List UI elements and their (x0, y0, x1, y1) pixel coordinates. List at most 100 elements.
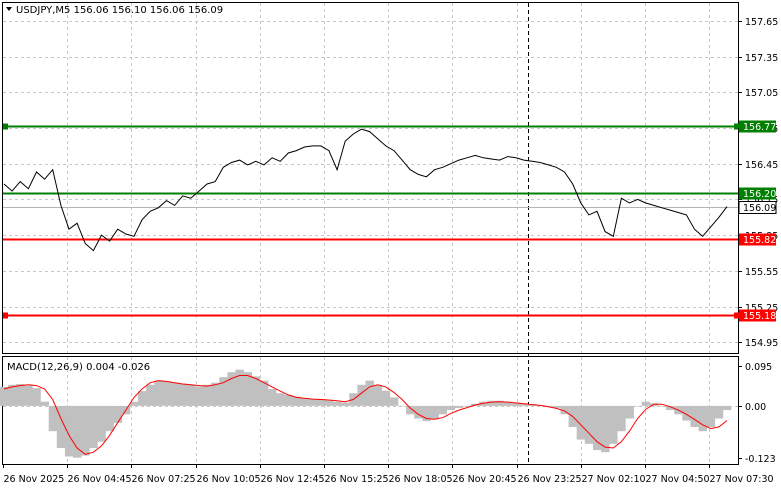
current-price-label: 156.09 (743, 203, 776, 214)
level-label: 156.20 (743, 189, 776, 200)
macd-histogram-bar (593, 405, 602, 451)
macd-histogram-bar (194, 386, 204, 406)
x-tick-label: 26 Nov 23:25 (518, 474, 582, 485)
macd-histogram-bar (560, 405, 569, 415)
macd-histogram-bar (268, 389, 277, 406)
level-label-box (739, 187, 776, 200)
macd-histogram-bar (641, 401, 651, 406)
macd-histogram-bar (251, 376, 261, 406)
macd-histogram-bar (81, 405, 90, 456)
level-label: 155.82 (743, 235, 776, 246)
macd-histogram-bar (16, 384, 25, 406)
symbol-header[interactable]: USDJPY,M5 156.06 156.10 156.06 156.09 (6, 5, 223, 16)
macd-histogram-bar (609, 405, 618, 444)
x-tick-label: 26 Nov 07:25 (132, 474, 196, 485)
main-y-tick-label: 156.45 (745, 160, 778, 171)
macd-histogram-bar (292, 396, 301, 406)
price-level-lines (3, 123, 739, 319)
macd-histogram-bar (666, 405, 675, 411)
main-chart-frame (2, 2, 739, 354)
level-label: 156.77 (743, 122, 776, 133)
main-y-tick-label: 154.95 (745, 338, 778, 349)
macd-histogram-bar (211, 382, 220, 406)
macd-histogram-bar (341, 402, 350, 406)
macd-histogram-bar (389, 397, 399, 406)
level-label-box (739, 233, 776, 246)
macd-histogram-bar (235, 369, 244, 406)
macd-histogram-bar (40, 401, 49, 406)
macd-histogram-bar (24, 385, 33, 406)
macd-histogram-bar (324, 400, 334, 406)
level-label: 155.18 (743, 311, 776, 322)
macd-y-tick-label: 0.00 (745, 402, 766, 413)
macd-histogram-bar (373, 384, 382, 406)
macd-histogram-bar (227, 372, 236, 406)
macd-histogram-bar (186, 384, 196, 406)
x-tick-label: 26 Nov 12:45 (261, 474, 325, 485)
current-price-box (738, 201, 777, 214)
macd-histogram-bar (154, 380, 163, 406)
main-y-tick-label: 157.05 (745, 88, 778, 99)
symbol-header-text: USDJPY,M5 156.06 156.10 156.06 156.09 (16, 5, 223, 16)
macd-histogram-bar (690, 405, 699, 427)
macd-histogram-bar (219, 377, 228, 406)
macd-histogram-bar (333, 401, 342, 406)
macd-histogram-bar (544, 405, 553, 407)
macd-histogram-bar (357, 384, 366, 406)
macd-y-axis: 0.095 0.00 -0.123 (738, 362, 776, 465)
price-line (3, 128, 728, 252)
macd-histogram-bar (446, 405, 456, 411)
macd-histogram-bar (203, 384, 212, 406)
level-labels: 156.77 156.20 155.82 155.18 156.09 (738, 120, 777, 322)
macd-histogram-bar (414, 405, 423, 419)
macd-histogram-bar (422, 405, 431, 422)
level-handle-right[interactable] (734, 123, 739, 130)
macd-histogram-bar (8, 384, 17, 406)
x-tick-label: 26 Nov 2025 (4, 474, 65, 485)
macd-histogram-bar (463, 405, 472, 407)
level-handle-left[interactable] (3, 312, 8, 319)
x-tick-label: 26 Nov 18:05 (389, 474, 453, 485)
main-y-tick-label: 157.35 (745, 53, 778, 64)
main-grid (3, 21, 738, 343)
level-handle-left[interactable] (3, 123, 8, 130)
macd-histogram-bar (503, 401, 512, 406)
macd-histogram-bar (714, 405, 724, 419)
main-y-tick-label: 156.15 (745, 195, 778, 206)
macd-histogram-bar (113, 405, 123, 423)
macd-signal-line (3, 375, 728, 455)
x-tick-label: 26 Nov 04:45 (68, 474, 132, 485)
macd-histogram-bar (300, 398, 309, 406)
level-handle-right[interactable] (734, 312, 739, 319)
macd-histogram-bar (284, 394, 293, 406)
macd-histogram-bar (617, 405, 626, 432)
macd-histogram-bar (73, 405, 82, 458)
macd-histogram-bar (511, 402, 521, 406)
main-y-axis: 157.65157.35157.05156.75156.45156.15155.… (738, 17, 778, 349)
macd-histogram-bar (97, 405, 106, 442)
macd-histogram-bar (138, 391, 147, 406)
x-axis: 26 Nov 2025 26 Nov 04:45 26 Nov 07:25 26 No… (3, 464, 774, 485)
x-tick-label: 27 Nov 07:30 (710, 474, 774, 485)
macd-histogram-bar (146, 384, 155, 406)
level-label-box (739, 309, 776, 322)
macd-histogram-bar (625, 405, 634, 419)
macd-histogram-bar (454, 405, 464, 408)
macd-histogram-bar (48, 405, 58, 432)
x-tick-label: 27 Nov 04:50 (646, 474, 710, 485)
macd-histogram-bar (64, 405, 74, 457)
macd-histogram-bar (438, 405, 447, 415)
macd-histogram-bar (495, 400, 504, 406)
dropdown-triangle-icon[interactable] (6, 7, 12, 11)
macd-histogram-bar (657, 405, 667, 407)
macd-histogram-bar (698, 405, 707, 432)
macd-histogram-bar (722, 405, 732, 411)
macd-histogram-bar (0, 386, 9, 406)
macd-histogram-bar (276, 393, 285, 406)
macd-histogram-bar (381, 390, 391, 406)
macd-y-tick-label: -0.123 (745, 454, 776, 465)
macd-header: MACD(12,26,9) 0.004 -0.026 (7, 362, 150, 373)
macd-histogram-bar (519, 403, 529, 406)
macd-histogram-bar (243, 372, 252, 406)
